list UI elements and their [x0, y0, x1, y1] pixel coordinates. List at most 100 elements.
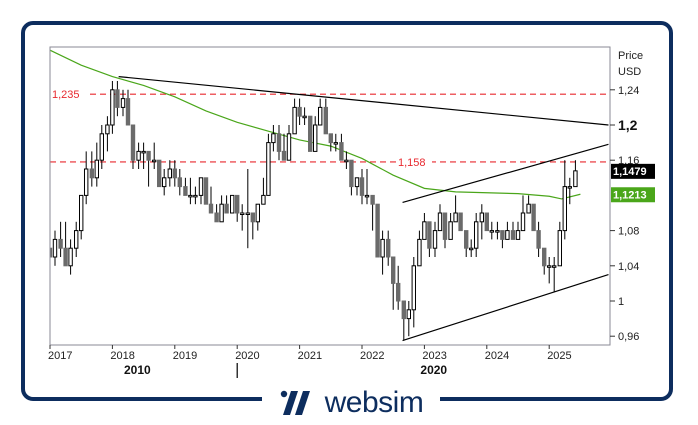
y-tick-label: 1 — [618, 296, 624, 308]
candle-body — [395, 282, 401, 302]
candle-body — [328, 133, 334, 144]
candle-body — [432, 230, 438, 249]
plot-border — [49, 46, 611, 346]
candle-body — [161, 177, 167, 188]
trendline — [402, 143, 609, 204]
candle-body — [380, 238, 385, 258]
x-tick-label: 2018 — [110, 350, 134, 362]
candle-body — [203, 177, 209, 205]
candle-body — [183, 186, 188, 196]
candle-body — [302, 115, 307, 119]
candle-body — [141, 150, 146, 154]
candle-body — [99, 133, 104, 161]
candle-body — [245, 212, 251, 215]
candle-body — [239, 212, 245, 215]
x-tick-label: 2022 — [360, 350, 384, 362]
candle-body — [177, 177, 182, 188]
candle-body — [83, 168, 89, 196]
candle-body — [386, 238, 391, 258]
candle-body — [292, 106, 297, 135]
candle-body — [157, 159, 162, 188]
candle-body — [94, 159, 99, 179]
candle-body — [573, 170, 578, 188]
candle-body — [172, 168, 178, 179]
candle-body — [89, 168, 95, 179]
candle-body — [375, 203, 380, 258]
last-price-tag-label: 1,1479 — [613, 166, 647, 178]
y-tick-label: 1,08 — [618, 226, 639, 238]
last-price-tag — [611, 163, 655, 179]
candle-body — [125, 98, 131, 126]
candle-body — [224, 203, 229, 214]
candle-body — [323, 106, 329, 135]
candle-body — [333, 142, 338, 145]
candle-body — [531, 203, 536, 232]
candle-body — [110, 89, 115, 126]
candle-body — [500, 230, 505, 240]
candle-body — [536, 230, 541, 249]
candle-body — [354, 177, 360, 188]
y-tick-label: 1,24 — [618, 85, 639, 97]
candle-body — [235, 194, 240, 214]
candle-body — [479, 212, 485, 223]
candle-body — [489, 230, 494, 233]
candle-body — [188, 194, 193, 198]
candle-body — [391, 256, 396, 284]
candle-body — [136, 150, 141, 161]
candle-body — [370, 194, 375, 205]
resistance-label: 1,158 — [398, 157, 426, 169]
candle-body — [281, 150, 287, 161]
x-tick-label: 2023 — [422, 350, 446, 362]
candle-body — [551, 265, 557, 268]
candle-body — [130, 124, 136, 161]
candle-body — [58, 238, 63, 249]
x-tick-label: 2024 — [485, 350, 509, 362]
trendline — [402, 274, 609, 342]
candle-body — [68, 247, 73, 267]
candle-body — [266, 142, 271, 196]
candle-body — [214, 212, 219, 223]
trendline — [118, 76, 609, 126]
websim-logo: websim — [262, 384, 440, 422]
axis-title-currency: USD — [618, 66, 641, 78]
candle-body — [557, 230, 563, 267]
candle-body — [74, 230, 79, 249]
candle-body — [458, 212, 463, 232]
candle-body — [567, 186, 572, 189]
candle-body — [297, 106, 302, 117]
candle-body — [437, 212, 443, 232]
candle-body — [562, 186, 567, 232]
x-tick-label: 2021 — [298, 350, 322, 362]
resistance-label: 1,235 — [52, 89, 80, 101]
ma-value-tag — [611, 187, 655, 203]
candle-body — [547, 265, 552, 268]
candle-body — [255, 203, 260, 223]
candle-body — [167, 168, 173, 179]
candle-body — [286, 133, 292, 161]
candle-body — [198, 177, 204, 196]
candle-body — [411, 265, 416, 311]
x-tick-label: 2025 — [547, 350, 571, 362]
candle-body — [230, 194, 235, 214]
candle-body — [339, 142, 344, 161]
candle-body — [484, 212, 490, 232]
candle-body — [364, 194, 370, 198]
candle-body — [515, 230, 521, 240]
decade-label: 2020 — [420, 363, 447, 377]
candle-body — [344, 159, 349, 163]
candle-body — [271, 133, 276, 144]
candle-body — [208, 203, 214, 214]
candle-body — [427, 221, 432, 249]
candle-body — [406, 309, 412, 320]
plot-area: 1,235 1,158 — [49, 46, 611, 346]
candle-body — [317, 106, 323, 126]
candle-body — [495, 230, 500, 233]
candle-body — [520, 212, 526, 232]
candle-body — [417, 238, 422, 267]
candle-body — [50, 247, 53, 258]
plot-content: 1,235 1,158 — [50, 49, 610, 342]
candle-body — [453, 212, 458, 223]
candle-body — [313, 124, 318, 152]
candle-body — [422, 221, 427, 240]
